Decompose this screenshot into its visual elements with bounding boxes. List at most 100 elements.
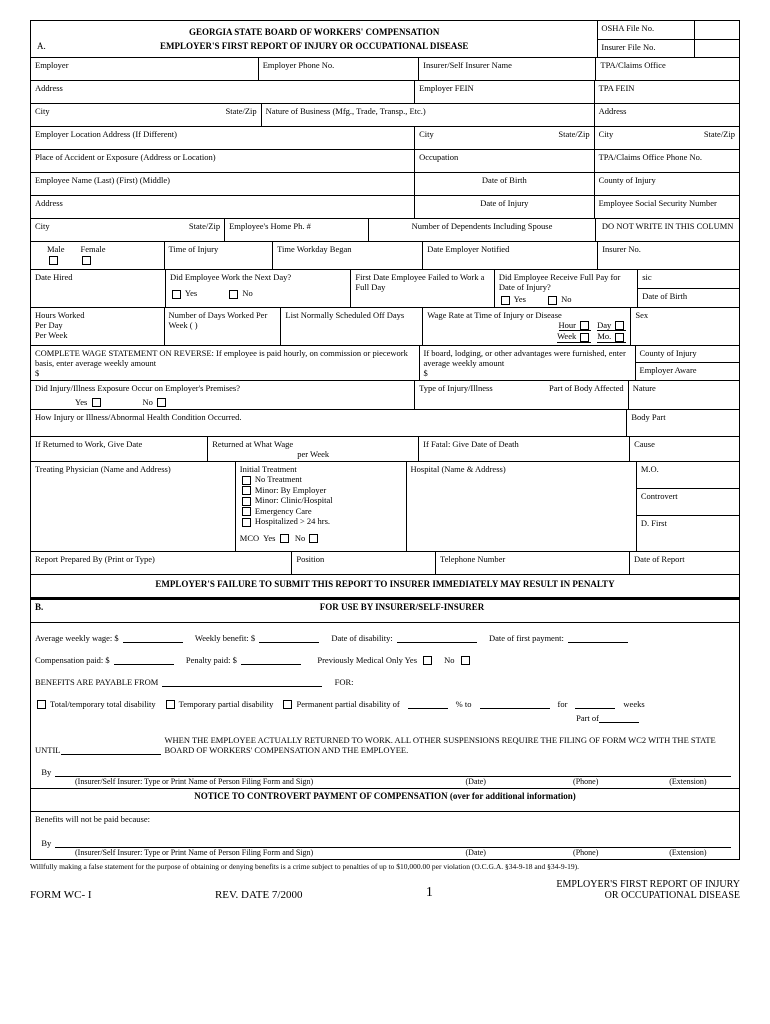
telephone-field[interactable]: Telephone Number: [436, 552, 630, 574]
county-field[interactable]: County of Injury: [595, 173, 739, 195]
worknext-no-cb[interactable]: [229, 290, 238, 299]
mo-cb[interactable]: [615, 333, 624, 342]
cause-field[interactable]: Cause: [630, 437, 739, 461]
mc-cb[interactable]: [242, 497, 251, 506]
female-checkbox[interactable]: [82, 256, 91, 265]
nature-field2[interactable]: Nature: [629, 381, 739, 410]
mco-no-cb[interactable]: [309, 534, 318, 543]
prem-no-cb[interactable]: [157, 398, 166, 407]
pmo-yes-cb[interactable]: [423, 656, 432, 665]
mco-yes-cb[interactable]: [280, 534, 289, 543]
ttd-cb[interactable]: [37, 700, 46, 709]
cws-dollar[interactable]: $: [35, 368, 415, 378]
dependents-field[interactable]: Number of Dependents Including Spouse: [369, 219, 597, 241]
nt-cb[interactable]: [242, 476, 251, 485]
bwn-label[interactable]: Benefits will not be paid because:: [35, 814, 735, 824]
day-cb[interactable]: [615, 321, 624, 330]
dfirst-field[interactable]: D. First: [637, 516, 739, 551]
ppd-to-input[interactable]: [480, 699, 550, 709]
time-injury-field[interactable]: Time of Injury: [165, 242, 274, 269]
per-week-label2[interactable]: per Week: [212, 449, 414, 459]
sex-field[interactable]: Sex: [631, 308, 739, 345]
home-phone-field[interactable]: Employee's Home Ph. #: [225, 219, 369, 241]
nature-field[interactable]: Nature of Business (Mfg., Trade, Transp.…: [262, 104, 595, 126]
injury-type[interactable]: Type of Injury/Illness: [419, 383, 493, 408]
ppd-cb[interactable]: [283, 700, 292, 709]
fullpay-yes-cb[interactable]: [501, 296, 510, 305]
date-report-field[interactable]: Date of Report: [630, 552, 739, 574]
sic-field[interactable]: sic: [638, 270, 739, 289]
location-field[interactable]: Employer Location Address (If Different): [31, 127, 415, 149]
bpf-input[interactable]: [162, 677, 322, 687]
ppd-weeks-input[interactable]: [575, 699, 615, 709]
until-text: WHEN THE EMPLOYEE ACTUALLY RETURNED TO W…: [165, 735, 736, 755]
tpa-office-field[interactable]: TPA/Claims Office: [596, 58, 739, 80]
wb-input[interactable]: [259, 633, 319, 643]
insurer-file-value[interactable]: [695, 40, 739, 58]
until-input[interactable]: [61, 745, 161, 755]
occupation-field[interactable]: Occupation: [415, 150, 595, 172]
employer-phone-field[interactable]: Employer Phone No.: [259, 58, 419, 80]
position-field[interactable]: Position: [292, 552, 436, 574]
date-notified-field[interactable]: Date Employer Notified: [423, 242, 598, 269]
tpd-cb[interactable]: [166, 700, 175, 709]
aww-input[interactable]: [123, 633, 183, 643]
physician-field[interactable]: Treating Physician (Name and Address): [31, 462, 236, 551]
accident-place-field[interactable]: Place of Accident or Exposure (Address o…: [31, 150, 415, 172]
board-dollar[interactable]: $: [424, 368, 631, 378]
county-injury2[interactable]: County of Injury: [636, 346, 740, 364]
partof-input[interactable]: [599, 713, 639, 723]
doi-field[interactable]: Date of Injury: [415, 196, 595, 218]
prepared-by-field[interactable]: Report Prepared By (Print or Type): [31, 552, 292, 574]
per-week-label[interactable]: Per Week: [35, 330, 160, 340]
hour-cb[interactable]: [580, 321, 589, 330]
osha-file-value[interactable]: [695, 21, 739, 40]
ppd-pct-input[interactable]: [408, 699, 448, 709]
loc-city[interactable]: City: [419, 129, 434, 147]
hospital-field[interactable]: Hospital (Name & Address): [407, 462, 637, 551]
male-checkbox[interactable]: [49, 256, 58, 265]
me-cb[interactable]: [242, 486, 251, 495]
employee-name-field[interactable]: Employee Name (Last) (First) (Middle): [31, 173, 415, 195]
emp-address-field[interactable]: Address: [31, 196, 415, 218]
dod-input[interactable]: [397, 633, 477, 643]
ec-cb[interactable]: [242, 507, 251, 516]
tpa-fein-field[interactable]: TPA FEIN: [595, 81, 739, 103]
city-label[interactable]: City: [35, 106, 50, 124]
fatal-field[interactable]: If Fatal: Give Date of Death: [419, 437, 630, 461]
ssn-field[interactable]: Employee Social Security Number: [595, 196, 739, 218]
tpa-address-field[interactable]: Address: [595, 104, 739, 126]
pp-input[interactable]: [241, 655, 301, 665]
prem-yes-cb[interactable]: [92, 398, 101, 407]
dob2-field[interactable]: Date of Birth: [638, 289, 739, 307]
dob-field[interactable]: Date of Birth: [415, 173, 595, 195]
week-label[interactable]: Week ( ): [169, 320, 277, 330]
controvert-field[interactable]: Controvert: [637, 489, 739, 516]
worknext-yes-cb[interactable]: [172, 290, 181, 299]
date-hired-field[interactable]: Date Hired: [31, 270, 166, 307]
mo-field[interactable]: M.O.: [637, 462, 739, 489]
fein-field[interactable]: Employer FEIN: [415, 81, 595, 103]
insurer-no-field[interactable]: Insurer No.: [598, 242, 739, 269]
off-days-field[interactable]: List Normally Scheduled Off Days: [281, 308, 423, 345]
first-date-failed-field[interactable]: First Date Employee Failed to Work a Ful…: [351, 270, 494, 307]
employer-aware[interactable]: Employer Aware: [636, 363, 740, 380]
address-field[interactable]: Address: [31, 81, 415, 103]
employer-field[interactable]: Employer: [31, 58, 259, 80]
dfp-input[interactable]: [568, 633, 628, 643]
insurer-name-field[interactable]: Insurer/Self Insurer Name: [419, 58, 596, 80]
tpa-phone-field[interactable]: TPA/Claims Office Phone No.: [595, 150, 739, 172]
week-cb[interactable]: [580, 333, 589, 342]
cp-input[interactable]: [114, 655, 174, 665]
tpa-city[interactable]: City: [599, 129, 614, 147]
body-part[interactable]: Part of Body Affected: [549, 383, 624, 408]
per-day-label[interactable]: Per Day: [35, 320, 160, 330]
emp-city[interactable]: City: [35, 221, 50, 239]
returned-date-field[interactable]: If Returned to Work, Give Date: [31, 437, 208, 461]
time-workday-field[interactable]: Time Workday Began: [273, 242, 423, 269]
how-occurred-field[interactable]: How Injury or Illness/Abnormal Health Co…: [31, 410, 627, 436]
fullpay-no-cb[interactable]: [548, 296, 557, 305]
body-part-field[interactable]: Body Part: [627, 410, 739, 436]
h24-cb[interactable]: [242, 518, 251, 527]
pmo-no-cb[interactable]: [461, 656, 470, 665]
